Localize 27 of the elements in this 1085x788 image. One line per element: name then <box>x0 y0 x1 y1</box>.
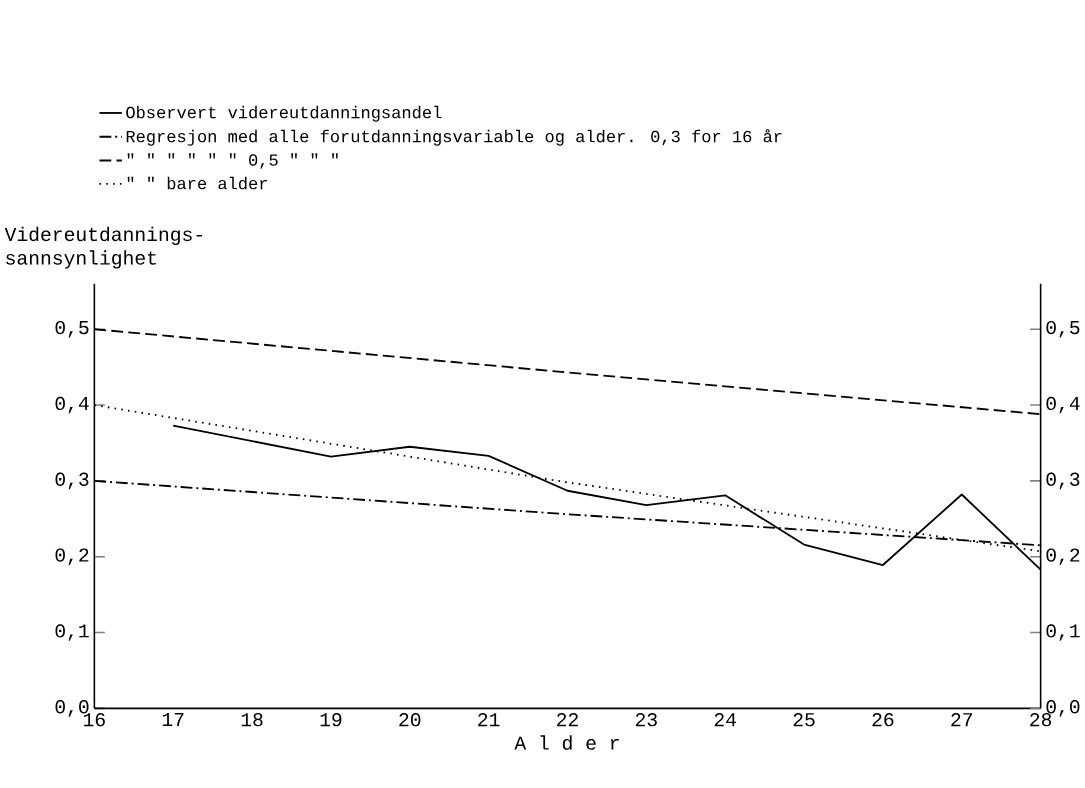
legend-label: Regresjon med alle forutdanningsvariable og alder. 0,3 for 16 år <box>126 129 782 146</box>
y2-tick-label: 0,3 <box>1046 472 1080 490</box>
y-tick-label: 0,3 <box>55 472 89 490</box>
x-tick-label: 20 <box>399 712 421 727</box>
x-tick-label: 25 <box>793 712 815 727</box>
y-tick-label: 0,1 <box>55 624 89 641</box>
y2-tick-label: 0,5 <box>1046 320 1080 338</box>
x-tick-label: 22 <box>557 712 578 726</box>
x-tick-label: 27 <box>951 712 973 726</box>
y2-tick-label: 0,1 <box>1046 624 1080 641</box>
y2-tick-label: 0,4 <box>1046 396 1080 414</box>
x-tick-label: 21 <box>478 712 500 726</box>
x-tick-label: 24 <box>714 712 736 726</box>
x-tick-label: 18 <box>241 712 263 727</box>
y-tick-label: 0,2 <box>55 548 89 565</box>
y-axis-title: Videreutdannings-sannsynlighet <box>4 226 202 269</box>
x-tick-label: 17 <box>162 712 184 726</box>
y2-tick-label: 0,2 <box>1046 548 1080 565</box>
legend-label: " " bare alder <box>127 176 267 190</box>
legend-label: Observert videreutdanningsandel <box>126 105 442 122</box>
legend-label: " " " " " " 0,5 " " " <box>127 153 338 169</box>
x-tick-label: 26 <box>872 712 894 727</box>
x-tick-label: 23 <box>635 712 657 727</box>
y-tick-label: 0,4 <box>55 396 89 414</box>
x-tick-label: 19 <box>320 712 342 727</box>
x-axis-title: A l d e r <box>514 735 619 750</box>
y-tick-label: 0,5 <box>55 320 89 338</box>
